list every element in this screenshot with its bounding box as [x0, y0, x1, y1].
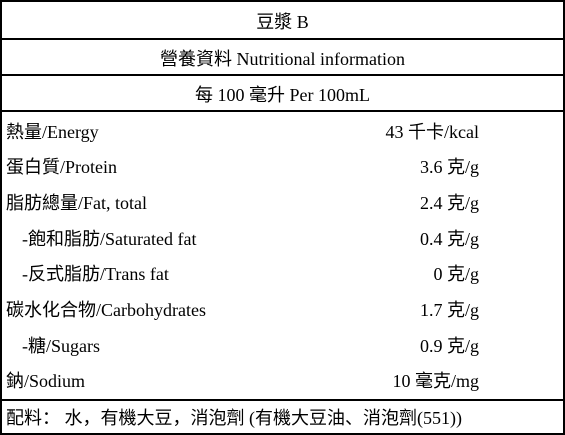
nutrient-name: 蛋白質/Protein: [6, 157, 117, 177]
divider: [2, 399, 563, 401]
divider: [2, 74, 563, 76]
nutrient-value: 0.9 克/g: [419, 336, 479, 356]
nutrient-name: -飽和脂肪/Saturated fat: [22, 229, 197, 249]
serving-size: 每 100 毫升 Per 100mL: [195, 84, 370, 105]
nutrient-value: 10 毫克/mg: [392, 371, 479, 391]
divider: [2, 38, 563, 40]
nutrition-header: 營養資料 Nutritional information: [160, 48, 405, 69]
nutrient-row: -糖/Sugars 0.9 克/g: [2, 328, 563, 362]
nutrient-value: 1.7 克/g: [419, 300, 479, 320]
nutrient-row: 鈉/Sodium 10 毫克/mg: [2, 363, 563, 397]
nutrient-row: 蛋白質/Protein 3.6 克/g: [2, 149, 563, 183]
divider: [2, 110, 563, 112]
nutrient-name: 脂肪總量/Fat, total: [6, 193, 147, 213]
nutrient-row: 熱量/Energy 43 千卡/kcal: [2, 114, 563, 148]
nutrient-value: 0 克/g: [433, 264, 479, 284]
nutrient-name: -反式脂肪/Trans fat: [22, 264, 169, 284]
nutrient-name: -糖/Sugars: [22, 336, 100, 356]
nutrient-row: 脂肪總量/Fat, total 2.4 克/g: [2, 185, 563, 219]
nutrient-value: 0.4 克/g: [419, 229, 479, 249]
ingredients-list: 配料： 水，有機大豆，消泡劑 (有機大豆油、消泡劑(551)): [6, 408, 462, 428]
nutrient-value: 43 千卡/kcal: [385, 122, 479, 142]
nutrient-value: 2.4 克/g: [419, 193, 479, 213]
nutrient-value: 3.6 克/g: [419, 157, 479, 177]
nutrient-name: 鈉/Sodium: [6, 371, 86, 391]
nutrient-row: 碳水化合物/Carbohydrates 1.7 克/g: [2, 292, 563, 326]
nutrient-name: 熱量/Energy: [6, 122, 99, 142]
product-name: 豆漿 B: [256, 11, 309, 32]
nutrient-name: 碳水化合物/Carbohydrates: [6, 300, 206, 320]
nutrient-row: -反式脂肪/Trans fat 0 克/g: [2, 256, 563, 290]
nutrient-row: -飽和脂肪/Saturated fat 0.4 克/g: [2, 221, 563, 255]
